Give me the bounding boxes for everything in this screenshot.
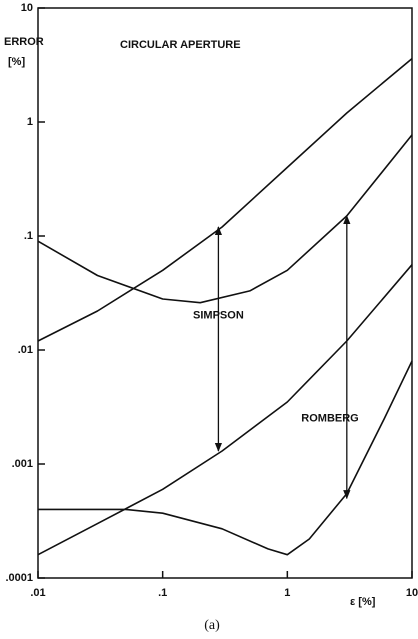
x-tick-label: .1 xyxy=(158,587,167,599)
y-axis-label: ERROR xyxy=(4,36,44,48)
plot-frame xyxy=(37,7,413,579)
x-tick-label: 10 xyxy=(406,587,418,599)
line xyxy=(38,360,413,556)
line xyxy=(37,57,413,342)
y-axis-unit: [%] xyxy=(8,56,25,68)
x-tick-label: .01 xyxy=(30,587,45,599)
line xyxy=(37,264,413,556)
annotation-label: SIMPSON xyxy=(193,310,244,322)
y-tick-label: .01 xyxy=(18,344,33,356)
annotation-label: ROMBERG xyxy=(301,413,358,425)
x-axis-label: ε [%] xyxy=(350,596,376,608)
y-tick-label: .1 xyxy=(24,230,33,242)
y-tick-label: .0001 xyxy=(5,572,33,584)
caption: (a) xyxy=(204,618,220,633)
y-tick-label: .001 xyxy=(12,458,33,470)
line xyxy=(37,134,413,304)
x-tick-label: 1 xyxy=(284,587,290,599)
chart-title: CIRCULAR APERTURE xyxy=(120,39,241,51)
y-tick-label: 10 xyxy=(21,2,33,14)
y-tick-label: 1 xyxy=(27,116,33,128)
